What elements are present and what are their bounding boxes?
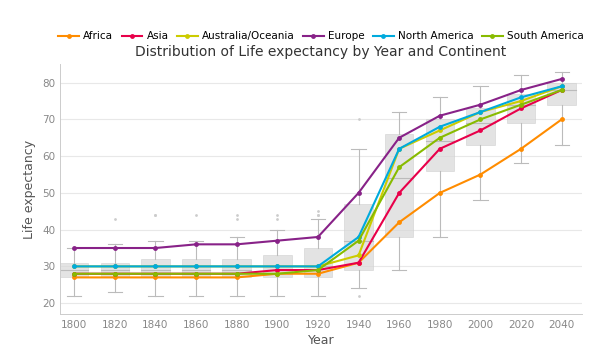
Bar — [425, 119, 454, 171]
Bar — [385, 134, 413, 237]
Legend: Africa, Asia, Australia/Oceania, Europe, North America, South America: Africa, Asia, Australia/Oceania, Europe,… — [54, 27, 588, 45]
Title: Distribution of Life expectancy by Year and Continent: Distribution of Life expectancy by Year … — [136, 45, 506, 59]
Y-axis label: Life expectancy: Life expectancy — [23, 140, 37, 239]
Bar — [304, 248, 332, 277]
Bar — [141, 259, 170, 277]
Bar — [547, 82, 576, 105]
Bar — [60, 263, 88, 277]
Bar — [223, 259, 251, 277]
Bar — [263, 255, 292, 277]
Bar — [507, 94, 535, 123]
Bar — [466, 109, 494, 145]
Bar — [344, 204, 373, 270]
X-axis label: Year: Year — [308, 334, 334, 347]
Bar — [101, 263, 129, 277]
Bar — [182, 259, 211, 277]
